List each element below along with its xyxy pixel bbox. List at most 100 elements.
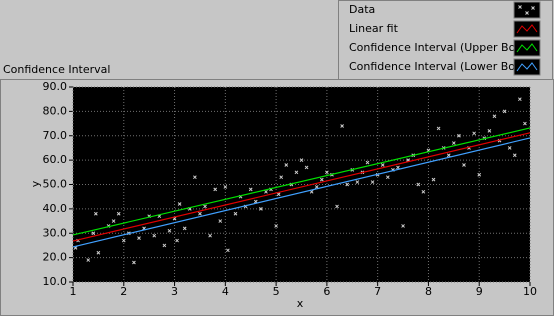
- data-point: [198, 211, 202, 216]
- data-point: [523, 121, 527, 126]
- y-tick-label: 10.0: [43, 275, 68, 288]
- data-point: [226, 248, 230, 253]
- legend-label: Data: [349, 3, 375, 16]
- y-tick-label: 70.0: [43, 129, 68, 142]
- data-point: [111, 219, 116, 223]
- data-point: [86, 258, 91, 262]
- data-point: [213, 187, 218, 192]
- data-point: [304, 165, 309, 170]
- y-tick-label: 30.0: [43, 226, 68, 239]
- legend-label: Linear fit: [349, 22, 399, 35]
- data-point: [355, 180, 360, 184]
- data-point: [507, 146, 512, 150]
- data-point: [167, 228, 172, 233]
- data-point: [462, 163, 466, 167]
- x-tick-label: 9: [476, 285, 483, 298]
- data-point: [294, 170, 299, 175]
- data-point: [365, 160, 370, 165]
- fit-line: [72, 127, 531, 236]
- data-point: [223, 185, 228, 189]
- data-point: [502, 109, 507, 114]
- data-point: [152, 233, 157, 238]
- fit-line: [72, 132, 531, 242]
- data-point: [193, 175, 197, 180]
- legend-line: [516, 24, 538, 34]
- x-axis-label: x: [297, 297, 304, 310]
- data-point: [436, 126, 441, 131]
- x-tick-label: 5: [273, 285, 280, 298]
- data-point: [396, 165, 400, 170]
- data-point: [259, 207, 263, 211]
- data-point: [175, 238, 179, 243]
- data-point: [401, 224, 405, 228]
- data-point: [284, 163, 289, 167]
- data-point: [248, 187, 253, 192]
- data-point: [385, 175, 390, 180]
- data-point: [431, 177, 436, 182]
- data-point: [208, 233, 212, 238]
- data-point: [457, 133, 461, 138]
- data-point: [340, 124, 344, 128]
- data-point: [380, 163, 385, 167]
- legend-marker: [531, 6, 535, 10]
- y-tick-label: 60.0: [43, 153, 68, 166]
- chart-title: Confidence Interval: [3, 63, 110, 76]
- legend-swatch: [513, 1, 541, 19]
- data-point: [472, 131, 476, 136]
- data-point: [276, 192, 281, 197]
- data-point: [91, 231, 96, 236]
- data-point: [116, 211, 121, 216]
- x-tick-label: 6: [323, 285, 330, 298]
- data-point: [274, 224, 278, 228]
- x-tick-label: 2: [120, 285, 127, 298]
- legend-line: [516, 62, 538, 72]
- data-point: [162, 243, 167, 248]
- data-point: [325, 170, 329, 175]
- y-tick-label: 80.0: [43, 104, 68, 117]
- data-point: [416, 182, 421, 187]
- fit-line: [72, 137, 531, 248]
- data-point: [477, 172, 482, 177]
- x-tick-label: 3: [171, 285, 178, 298]
- legend-marker: [525, 11, 529, 15]
- x-tick-label: 8: [425, 285, 432, 298]
- data-point: [487, 129, 492, 133]
- data-point: [446, 153, 451, 158]
- y-axis-label: y: [29, 180, 42, 187]
- legend-swatch: [513, 39, 541, 57]
- data-point: [319, 177, 324, 182]
- x-tick-label: 7: [374, 285, 381, 298]
- y-tick-label: 50.0: [43, 178, 68, 191]
- legend-swatch: [513, 20, 541, 38]
- x-tick-label: 10: [523, 285, 537, 298]
- y-tick-label: 90.0: [43, 80, 68, 93]
- data-point: [512, 153, 517, 158]
- data-point: [218, 219, 223, 223]
- data-point: [299, 158, 304, 162]
- data-point: [132, 260, 136, 265]
- legend-label: Confidence Interval (Upper Bound): [349, 41, 541, 54]
- data-point: [121, 238, 126, 243]
- data-point: [451, 141, 456, 145]
- data-point: [345, 182, 350, 187]
- legend-label: Confidence Interval (Lower Bound): [349, 60, 540, 73]
- y-tick-label: 40.0: [43, 202, 68, 215]
- data-point: [335, 204, 339, 209]
- data-point: [177, 202, 182, 206]
- data-point: [96, 250, 101, 255]
- data-point: [233, 211, 238, 216]
- data-point: [137, 236, 141, 240]
- y-tick-label: 20.0: [43, 251, 68, 264]
- data-point: [264, 189, 268, 194]
- data-point: [370, 180, 375, 184]
- data-point: [203, 204, 207, 209]
- legend-marker: [518, 5, 522, 9]
- data-point: [517, 97, 522, 102]
- x-tick-label: 4: [222, 285, 229, 298]
- data-point: [279, 175, 284, 180]
- data-point: [182, 226, 187, 231]
- data-point: [93, 211, 98, 216]
- legend-line: [516, 43, 538, 53]
